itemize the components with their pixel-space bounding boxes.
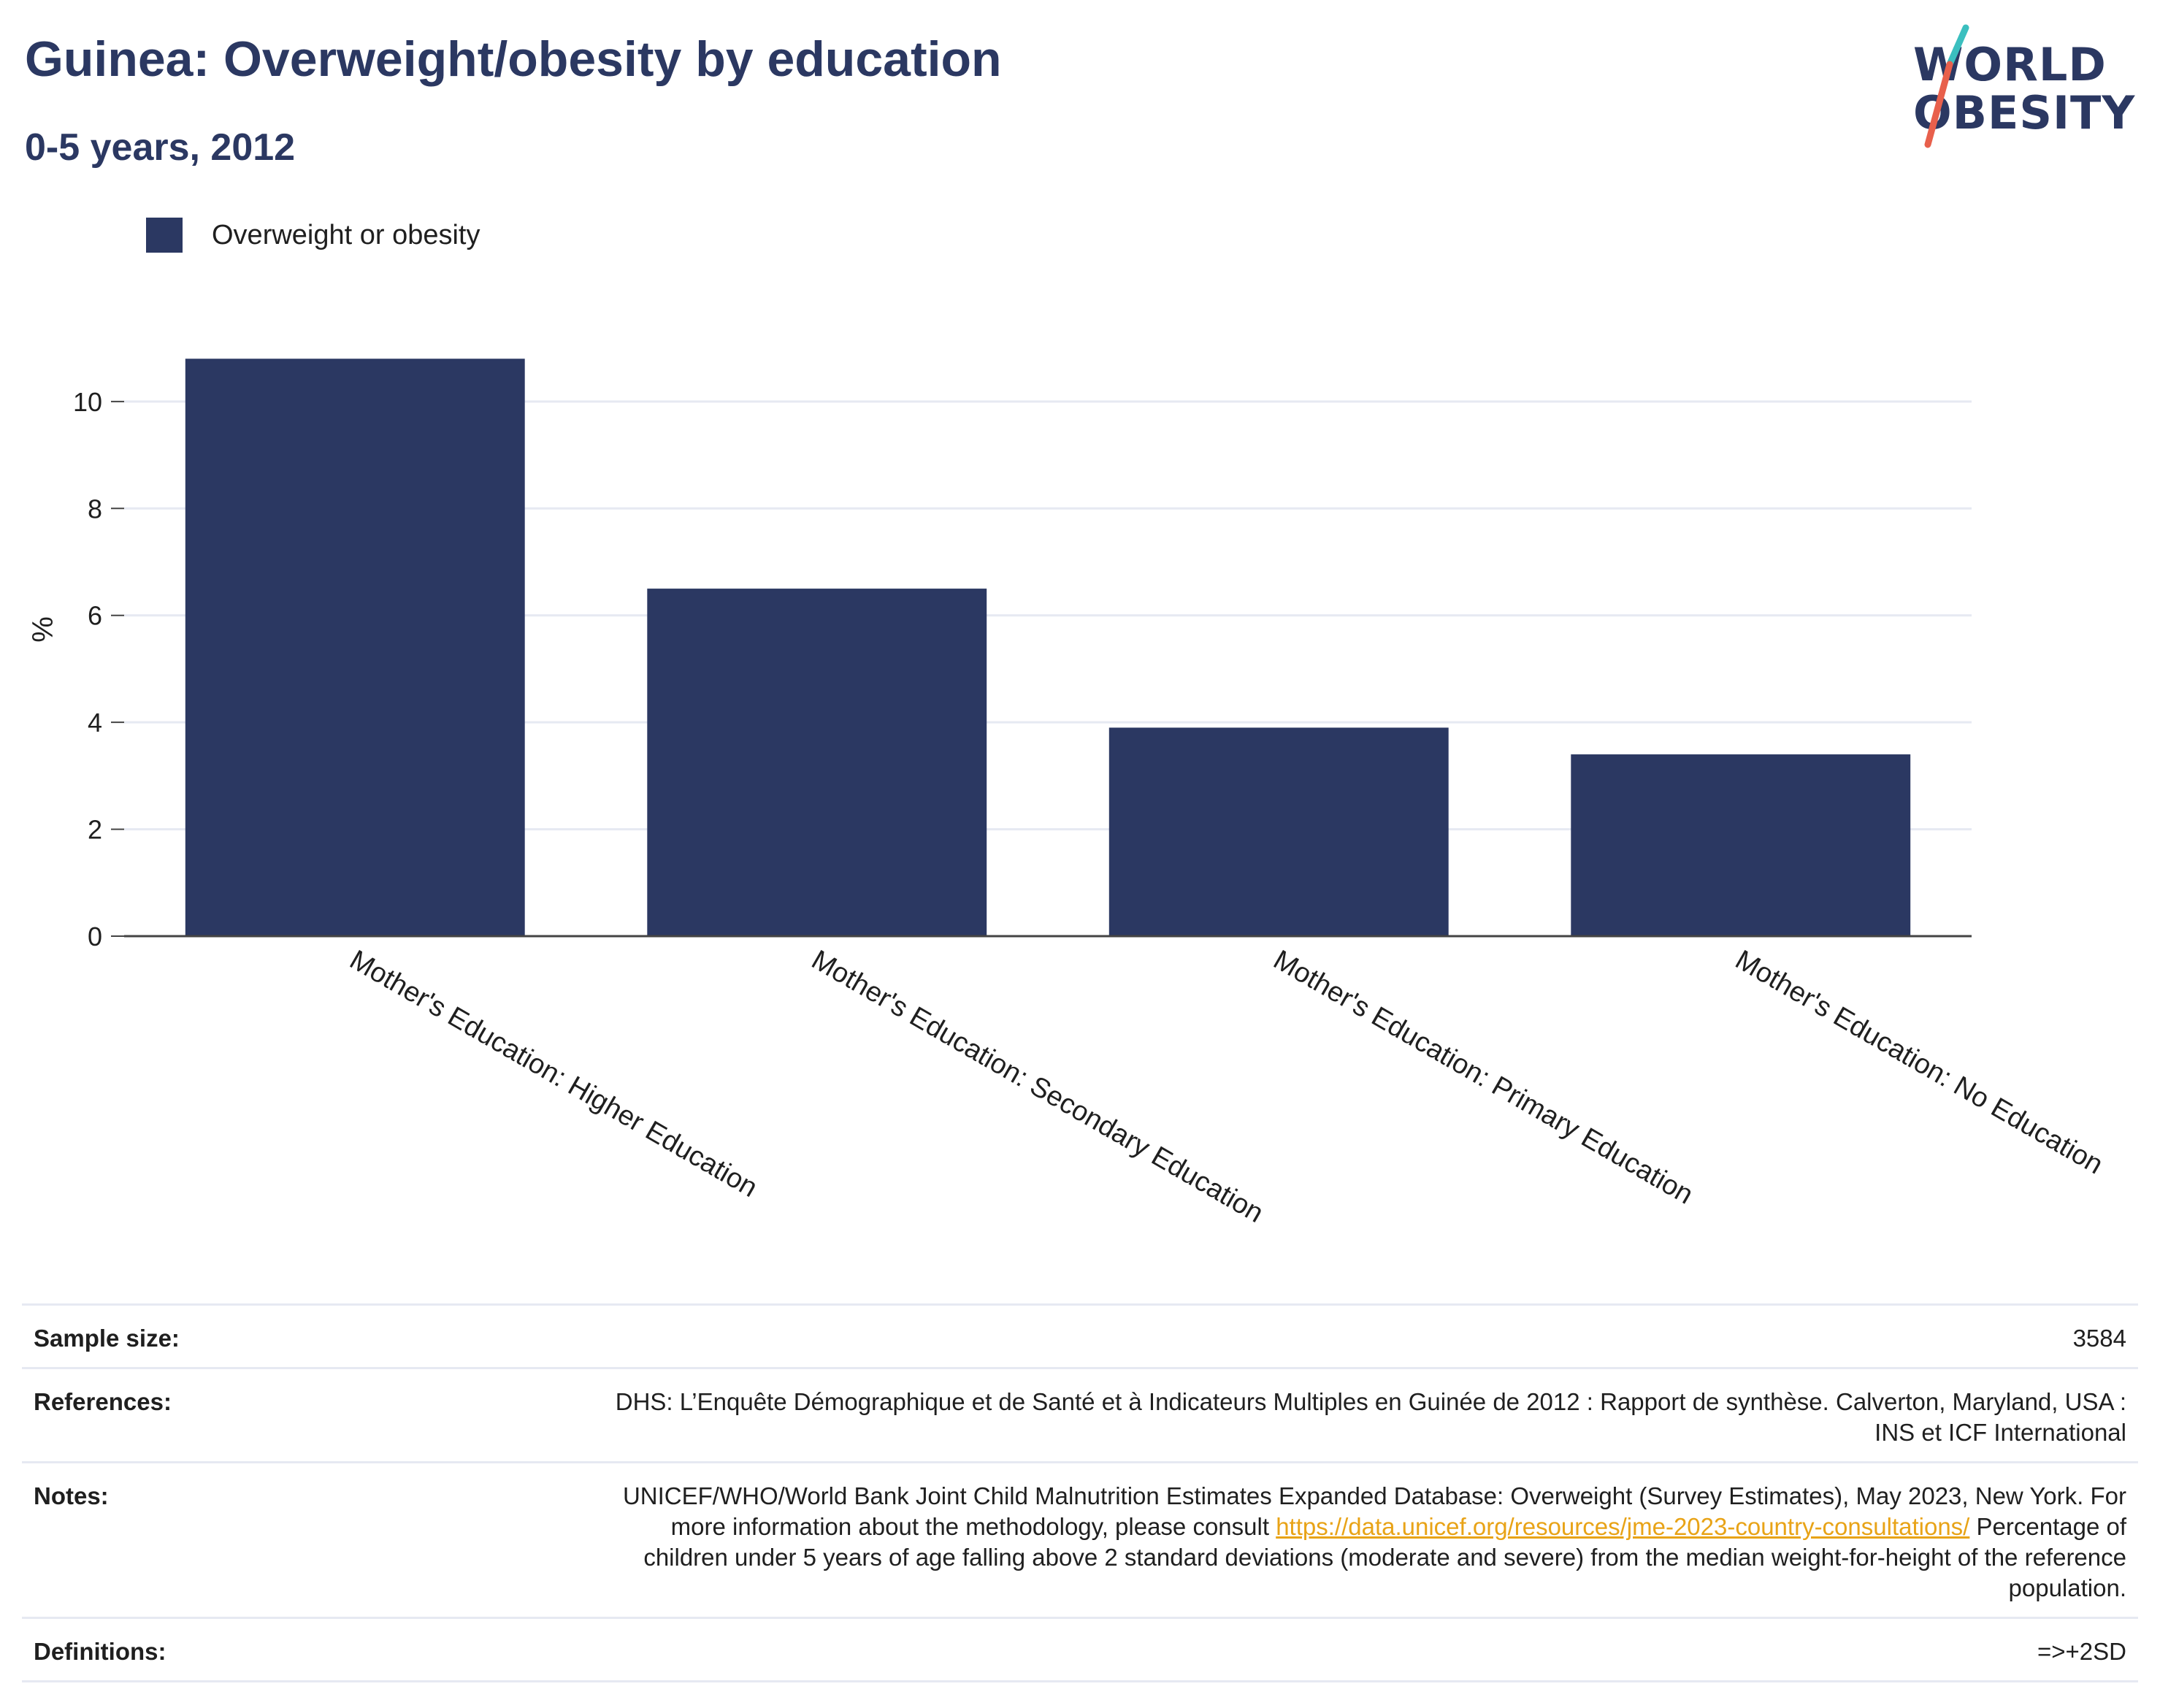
x-tick-label: Mother's Education: Primary Education bbox=[1268, 944, 1698, 1210]
notes-label: Notes: bbox=[34, 1482, 109, 1509]
x-tick-label: Mother's Education: Secondary Education bbox=[806, 944, 1268, 1229]
x-tick-label: Mother's Education: Higher Education bbox=[345, 944, 762, 1203]
chart-subtitle: 0-5 years, 2012 bbox=[25, 126, 296, 169]
world-obesity-logo: WORLD OBESITY bbox=[1899, 22, 2147, 153]
bar-3[interactable] bbox=[1108, 727, 1449, 936]
legend-swatch bbox=[146, 218, 183, 253]
notes-value: UNICEF/WHO/World Bank Joint Child Malnut… bbox=[593, 1481, 2126, 1604]
bar-2[interactable] bbox=[647, 589, 987, 936]
methodology-link[interactable]: https://data.unicef.org/resources/jme-20… bbox=[1276, 1513, 1970, 1540]
y-tick-label: 2 bbox=[88, 815, 102, 845]
references-value: DHS: L’Enquête Démographique et de Santé… bbox=[615, 1388, 2126, 1446]
y-tick-label: 4 bbox=[88, 708, 102, 738]
bar-4[interactable] bbox=[1571, 754, 1911, 936]
x-tick-label: Mother's Education: No Education bbox=[1730, 944, 2108, 1180]
bar-1[interactable] bbox=[185, 359, 525, 936]
y-tick-label: 0 bbox=[88, 922, 102, 951]
y-tick-label: 10 bbox=[73, 387, 102, 417]
info-row-sample-size: Sample size: 3584 bbox=[22, 1303, 2138, 1367]
logo-slash-icon bbox=[1924, 24, 1969, 148]
logo-word-obesity: OBESITY bbox=[1913, 86, 2136, 139]
references-label: References: bbox=[34, 1388, 172, 1415]
sample-size-label: Sample size: bbox=[34, 1325, 180, 1352]
chart-title: Guinea: Overweight/obesity by education bbox=[25, 31, 1002, 87]
definitions-label: Definitions: bbox=[34, 1638, 166, 1665]
info-row-notes: Notes: UNICEF/WHO/World Bank Joint Child… bbox=[22, 1461, 2138, 1617]
legend-label: Overweight or obesity bbox=[212, 219, 480, 250]
notes-text-before: UNICEF/WHO/World Bank Joint Child Malnut… bbox=[622, 1482, 2126, 1540]
info-table: Sample size: 3584 References: DHS: L’Enq… bbox=[22, 1303, 2138, 1682]
bars bbox=[185, 359, 1911, 936]
info-row-references: References: DHS: L’Enquête Démographique… bbox=[22, 1367, 2138, 1461]
chart-legend[interactable]: Overweight or obesity bbox=[146, 218, 480, 253]
y-tick-label: 8 bbox=[88, 494, 102, 524]
info-row-definitions: Definitions: =>+2SD bbox=[22, 1617, 2138, 1682]
y-tick-label: 6 bbox=[88, 601, 102, 631]
notes-text-after: Percentage of children under 5 years of … bbox=[643, 1513, 2126, 1601]
sample-size-value: 3584 bbox=[2072, 1325, 2126, 1352]
y-axis-label: % bbox=[27, 616, 59, 643]
bar-chart: 0 2 4 6 8 10 Mother's Education: Higher Educat… bbox=[27, 359, 2108, 1229]
definitions-value: =>+2SD bbox=[2037, 1638, 2126, 1665]
